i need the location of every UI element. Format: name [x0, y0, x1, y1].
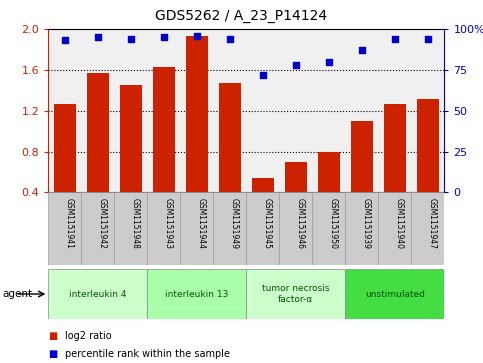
Bar [417, 99, 439, 192]
Bar [345, 192, 378, 265]
Bar [345, 269, 444, 319]
Text: ■: ■ [48, 331, 57, 341]
Bar [351, 121, 372, 192]
Text: log2 ratio: log2 ratio [65, 331, 112, 341]
Text: GSM1151948: GSM1151948 [131, 198, 140, 249]
Text: unstimulated: unstimulated [365, 290, 425, 298]
Bar [246, 192, 279, 265]
Text: interleukin 13: interleukin 13 [165, 290, 228, 298]
Text: GSM1151950: GSM1151950 [329, 198, 338, 249]
Text: GSM1151943: GSM1151943 [164, 198, 173, 249]
Bar [153, 67, 174, 192]
Point [358, 47, 366, 53]
Point [94, 34, 102, 40]
Bar [246, 269, 345, 319]
Bar [48, 269, 147, 319]
Text: GSM1151942: GSM1151942 [98, 198, 107, 249]
Bar [285, 162, 307, 192]
Point [292, 62, 299, 68]
Bar [186, 36, 208, 192]
Point [259, 72, 267, 78]
Text: GDS5262 / A_23_P14124: GDS5262 / A_23_P14124 [156, 9, 327, 23]
Point [61, 37, 69, 43]
Text: tumor necrosis
factor-α: tumor necrosis factor-α [262, 284, 329, 304]
Text: GSM1151941: GSM1151941 [65, 198, 74, 249]
Bar [313, 192, 345, 265]
Point [325, 59, 333, 65]
Point [391, 36, 399, 42]
Text: GSM1151947: GSM1151947 [428, 198, 437, 249]
Bar [147, 192, 180, 265]
Bar [87, 73, 109, 192]
Point [127, 36, 135, 42]
Bar [48, 192, 81, 265]
Bar [180, 192, 213, 265]
Bar [114, 192, 147, 265]
Point [193, 33, 201, 38]
Bar [384, 103, 406, 192]
Bar [54, 103, 75, 192]
Bar [252, 178, 273, 192]
Text: GSM1151939: GSM1151939 [362, 198, 371, 249]
Bar [213, 192, 246, 265]
Bar [412, 192, 444, 265]
Point [226, 36, 234, 42]
Bar [279, 192, 313, 265]
Text: interleukin 4: interleukin 4 [69, 290, 127, 298]
Text: GSM1151945: GSM1151945 [263, 198, 272, 249]
Text: GSM1151944: GSM1151944 [197, 198, 206, 249]
Text: agent: agent [2, 289, 32, 299]
Bar [147, 269, 246, 319]
Text: percentile rank within the sample: percentile rank within the sample [65, 349, 230, 359]
Bar [219, 83, 241, 192]
Text: GSM1151949: GSM1151949 [230, 198, 239, 249]
Point [160, 34, 168, 40]
Text: GSM1151940: GSM1151940 [395, 198, 404, 249]
Text: GSM1151946: GSM1151946 [296, 198, 305, 249]
Bar [378, 192, 412, 265]
Text: ■: ■ [48, 349, 57, 359]
Bar [81, 192, 114, 265]
Point [424, 36, 432, 42]
Bar [120, 85, 142, 192]
Bar [318, 152, 340, 192]
